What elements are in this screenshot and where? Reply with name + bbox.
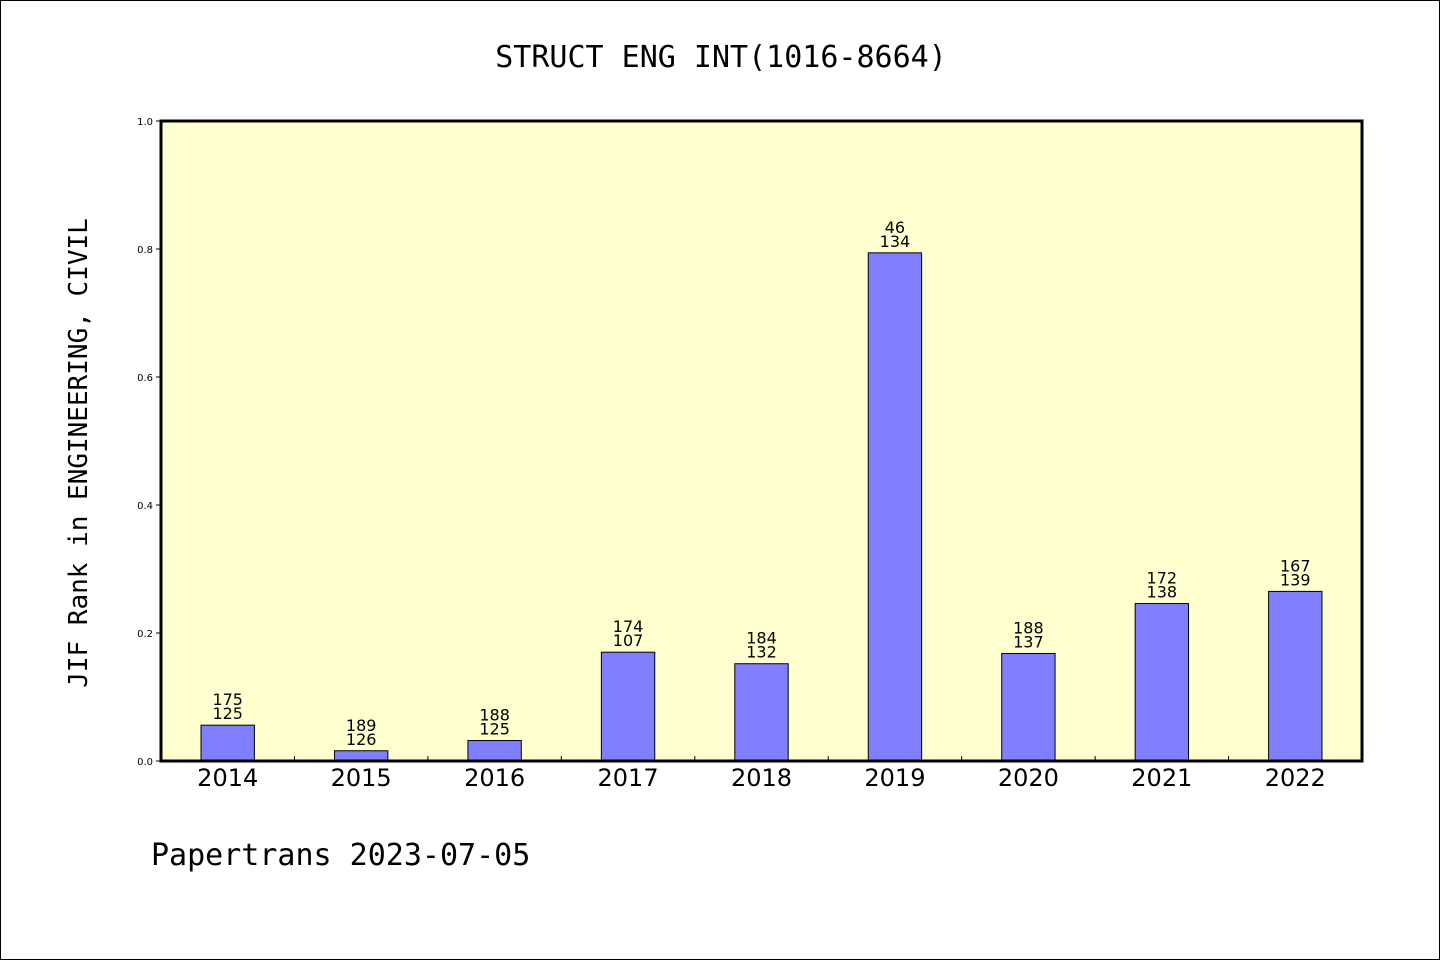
y-tick-label-0.2: 0.2 <box>137 629 153 640</box>
bar-label-bottom-2022: 139 <box>1280 570 1311 589</box>
chart-title: STRUCT ENG INT(1016-8664) <box>495 40 947 75</box>
footer-credit: Papertrans 2023-07-05 <box>151 838 530 873</box>
x-tick-label-2014: 2014 <box>197 764 258 792</box>
x-axis: 2014 2015 2016 2017 2018 2019 2020 2021 2022 <box>197 756 1326 792</box>
x-tick-label-2021: 2021 <box>1131 764 1192 792</box>
x-tick-label-2020: 2020 <box>998 764 1059 792</box>
bar-label-top-2022: 167 <box>1280 556 1311 575</box>
bar-label-bottom-2018: 132 <box>746 643 777 662</box>
bar-label-bottom-2017: 107 <box>613 631 644 650</box>
y-tick-label-0.6: 0.6 <box>137 373 153 384</box>
bar-2017 <box>600 651 656 762</box>
bar-2018 <box>734 663 789 762</box>
bar-label-top-2014: 175 <box>212 690 243 709</box>
x-tick-label-2017: 2017 <box>598 764 659 792</box>
bar-label-bottom-2021: 138 <box>1147 583 1178 602</box>
plot-border <box>159 119 1364 763</box>
y-axis: 0.0 0.2 0.4 0.6 0.8 1.0 <box>137 117 161 768</box>
bar-2014 <box>200 724 255 762</box>
bar-2022 <box>1268 590 1323 762</box>
y-tick-label-0.4: 0.4 <box>137 501 153 512</box>
y-tick-label-1.0: 1.0 <box>137 117 153 128</box>
y-axis-label: JIF Rank in ENGINEERING, CIVIL <box>64 218 94 688</box>
bar-2016 <box>467 740 522 762</box>
y-tick-label-0.0: 0.0 <box>137 757 153 768</box>
bar-label-top-2019: 46 <box>885 218 905 237</box>
bars-layer <box>200 252 1323 762</box>
y-tick-label-0.8: 0.8 <box>137 245 153 256</box>
x-tick-label-2015: 2015 <box>331 764 392 792</box>
bar-label-top-2017: 174 <box>613 617 644 636</box>
x-tick-label-2019: 2019 <box>864 764 925 792</box>
bar-label-top-2016: 188 <box>479 706 510 725</box>
bar-label-top-2020: 188 <box>1013 618 1044 637</box>
bar-label-bottom-2020: 137 <box>1013 632 1044 651</box>
bar-label-top-2021: 172 <box>1147 569 1178 588</box>
bar-2020 <box>1001 652 1056 762</box>
bar-2015 <box>333 750 389 762</box>
bar-label-bottom-2016: 125 <box>479 720 510 739</box>
x-tick-label-2022: 2022 <box>1265 764 1326 792</box>
bar-label-bottom-2019: 134 <box>880 232 911 251</box>
bar-2021 <box>1134 603 1190 762</box>
bar-label-top-2015: 189 <box>346 716 377 735</box>
bar-label-bottom-2015: 126 <box>346 730 377 749</box>
bar-label-bottom-2014: 125 <box>212 704 243 723</box>
bar-label-top-2018: 184 <box>746 629 777 648</box>
bar-2019 <box>867 252 923 762</box>
x-tick-label-2016: 2016 <box>464 764 525 792</box>
x-tick-label-2018: 2018 <box>731 764 792 792</box>
